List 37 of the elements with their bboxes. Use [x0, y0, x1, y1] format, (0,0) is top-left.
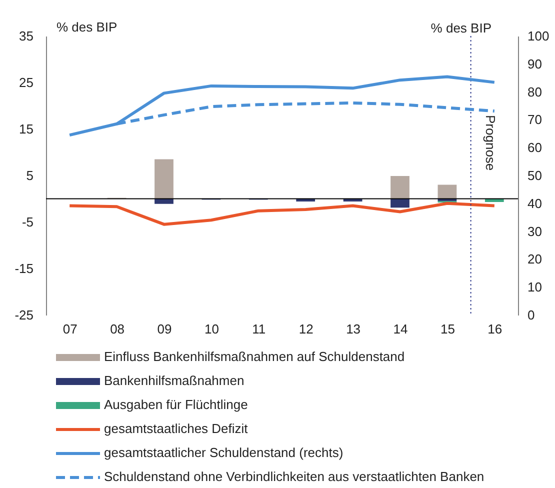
y-tick-label: 15 — [19, 122, 34, 136]
x-tick-label: 07 — [62, 322, 78, 336]
y2-tick-label: 20 — [528, 252, 542, 267]
y2-axis-title: % des BIP — [430, 20, 492, 36]
x-tick-label: 09 — [157, 322, 172, 336]
y2-tick-label: 90 — [528, 56, 542, 72]
x-tick-label: 16 — [488, 322, 502, 336]
y2-tick-label: 70 — [528, 112, 542, 128]
y-tick-label: -15 — [14, 261, 34, 276]
legend-label: Schuldenstand ohne Verbindlichkeiten aus verstaatlichten Banken — [104, 469, 484, 485]
y2-tick-label: 80 — [528, 84, 542, 100]
y-tick-label: 5 — [26, 168, 34, 183]
y2-tick-label: 100 — [528, 28, 550, 44]
ref-line-label: Prognose — [482, 115, 498, 171]
x-tick-label: 14 — [393, 322, 408, 336]
y-tick-label: -5 — [22, 214, 34, 230]
y2-tick-label: 60 — [528, 140, 542, 156]
y-tick-label: 25 — [19, 75, 34, 90]
legend-label: gesamtstaatliches Defizit — [104, 421, 248, 437]
y2-tick-label: 10 — [528, 280, 542, 295]
x-tick-label: 13 — [346, 322, 361, 336]
x-tick-label: 08 — [110, 322, 125, 336]
legend-label: Einfluss Bankenhilfsmaßnahmen auf Schuldenstand — [104, 349, 405, 365]
x-tick-label: 10 — [204, 322, 219, 336]
x-tick-label: 15 — [440, 322, 455, 336]
y-tick-label: 35 — [19, 28, 34, 44]
y2-tick-label: 40 — [528, 196, 542, 211]
legend-label: Ausgaben für Flüchtlinge — [104, 397, 248, 413]
y2-tick-label: 0 — [528, 308, 535, 322]
x-tick-label: 12 — [298, 322, 314, 336]
legend-label: Bankenhilfsmaßnahmen — [104, 373, 244, 389]
y2-tick-label: 30 — [528, 224, 542, 239]
y2-tick-label: 50 — [528, 168, 542, 183]
y-axis-title: % des BIP — [56, 20, 118, 34]
x-tick-label: 11 — [252, 322, 266, 336]
y-tick-label: -25 — [14, 308, 34, 322]
legend-label: gesamtstaatlicher Schuldenstand (rechts) — [104, 445, 344, 461]
